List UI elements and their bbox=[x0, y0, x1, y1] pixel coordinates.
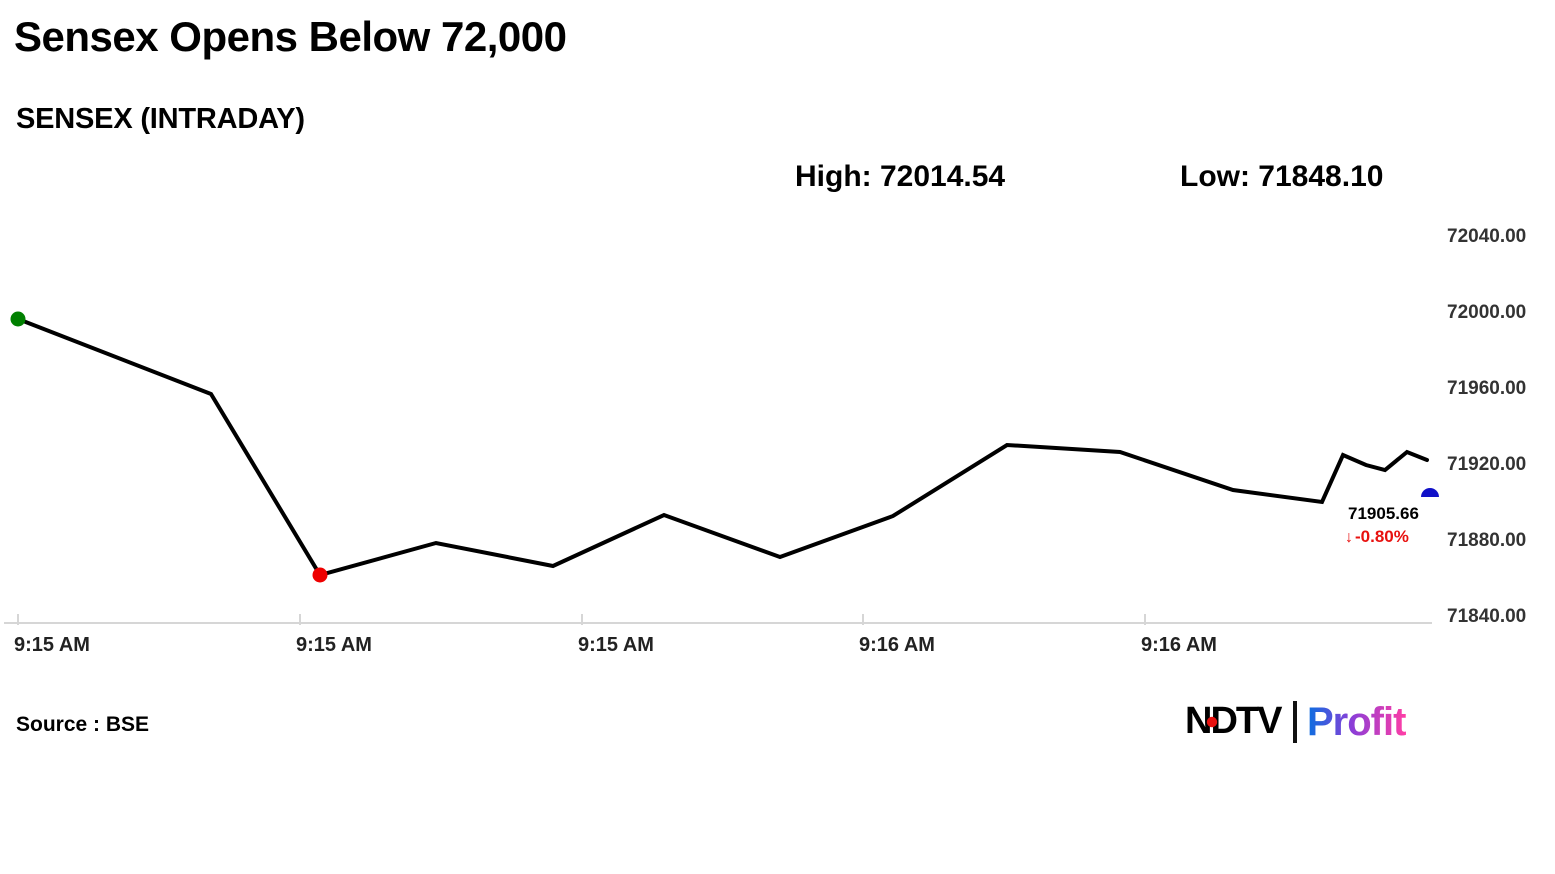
ndtv-red-dot-icon bbox=[1206, 716, 1218, 728]
last-point-marker bbox=[1421, 488, 1439, 497]
last-value-label: 71905.66 bbox=[1348, 504, 1419, 523]
y-axis-tick-label: 71880.00 bbox=[1447, 530, 1527, 551]
high-stat: High: 72014.54 bbox=[795, 160, 1006, 193]
ndtv-profit-logo: NDTV Profit bbox=[1185, 700, 1407, 744]
profit-wordmark: Profit bbox=[1307, 700, 1406, 744]
open-point-marker bbox=[10, 311, 26, 327]
y-axis-tick-label: 71960.00 bbox=[1447, 378, 1527, 399]
y-axis-tick-label: 72040.00 bbox=[1447, 226, 1527, 247]
x-axis-tick-label: 9:16 AM bbox=[1141, 634, 1217, 656]
y-axis-tick-label: 71840.00 bbox=[1447, 606, 1527, 627]
source-label: Source : BSE bbox=[16, 713, 150, 736]
logo-divider bbox=[1293, 701, 1297, 743]
price-line bbox=[16, 317, 1429, 578]
low-stat: Low: 71848.10 bbox=[1180, 160, 1384, 193]
down-arrow-icon: ↓ bbox=[1345, 529, 1353, 546]
intraday-line-chart bbox=[0, 210, 1555, 650]
ndtv-wordmark: NDTV bbox=[1185, 700, 1283, 742]
low-point-marker bbox=[312, 567, 328, 583]
chart-canvas bbox=[4, 311, 1439, 625]
y-axis-tick-label: 72000.00 bbox=[1447, 302, 1527, 323]
change-percent-text: -0.80% bbox=[1355, 527, 1409, 546]
chart-subtitle: SENSEX (INTRADAY) bbox=[16, 103, 305, 135]
stats-row: High: 72014.54 Low: 71848.10 bbox=[795, 160, 1475, 204]
last-change-label: ↓ -0.80% bbox=[1345, 527, 1409, 547]
y-axis-tick-label: 71920.00 bbox=[1447, 454, 1527, 475]
x-axis-tick-label: 9:15 AM bbox=[296, 634, 372, 656]
x-axis-tick-label: 9:15 AM bbox=[14, 634, 90, 656]
x-axis-tick-label: 9:15 AM bbox=[578, 634, 654, 656]
page-title: Sensex Opens Below 72,000 bbox=[14, 13, 567, 60]
x-axis-tick-label: 9:16 AM bbox=[859, 634, 935, 656]
